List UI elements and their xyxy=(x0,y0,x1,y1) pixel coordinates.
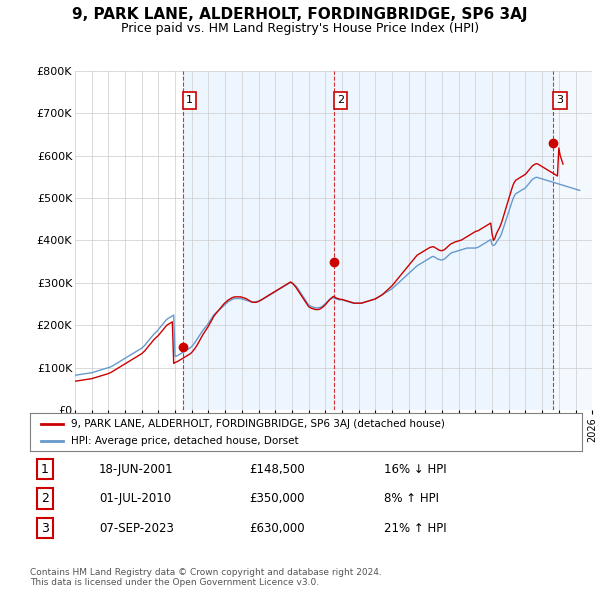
Text: 01-JUL-2010: 01-JUL-2010 xyxy=(99,492,171,505)
Text: £350,000: £350,000 xyxy=(249,492,305,505)
Text: 1: 1 xyxy=(186,96,193,106)
Text: 1: 1 xyxy=(41,463,49,476)
Text: HPI: Average price, detached house, Dorset: HPI: Average price, detached house, Dors… xyxy=(71,435,299,445)
Bar xyxy=(334,71,553,410)
Text: £148,500: £148,500 xyxy=(249,463,305,476)
Text: 16% ↓ HPI: 16% ↓ HPI xyxy=(384,463,446,476)
Text: 9, PARK LANE, ALDERHOLT, FORDINGBRIDGE, SP6 3AJ: 9, PARK LANE, ALDERHOLT, FORDINGBRIDGE, … xyxy=(72,7,528,22)
Text: 2: 2 xyxy=(41,492,49,505)
Text: 3: 3 xyxy=(557,96,563,106)
Text: 18-JUN-2001: 18-JUN-2001 xyxy=(99,463,173,476)
Bar xyxy=(183,71,334,410)
Text: 9, PARK LANE, ALDERHOLT, FORDINGBRIDGE, SP6 3AJ (detached house): 9, PARK LANE, ALDERHOLT, FORDINGBRIDGE, … xyxy=(71,419,445,429)
Text: 2: 2 xyxy=(337,96,344,106)
Bar xyxy=(553,71,592,410)
Text: Price paid vs. HM Land Registry's House Price Index (HPI): Price paid vs. HM Land Registry's House … xyxy=(121,22,479,35)
Text: 3: 3 xyxy=(41,522,49,535)
Text: 8% ↑ HPI: 8% ↑ HPI xyxy=(384,492,439,505)
Text: 21% ↑ HPI: 21% ↑ HPI xyxy=(384,522,446,535)
Text: Contains HM Land Registry data © Crown copyright and database right 2024.
This d: Contains HM Land Registry data © Crown c… xyxy=(30,568,382,587)
Text: £630,000: £630,000 xyxy=(249,522,305,535)
Text: 07-SEP-2023: 07-SEP-2023 xyxy=(99,522,174,535)
